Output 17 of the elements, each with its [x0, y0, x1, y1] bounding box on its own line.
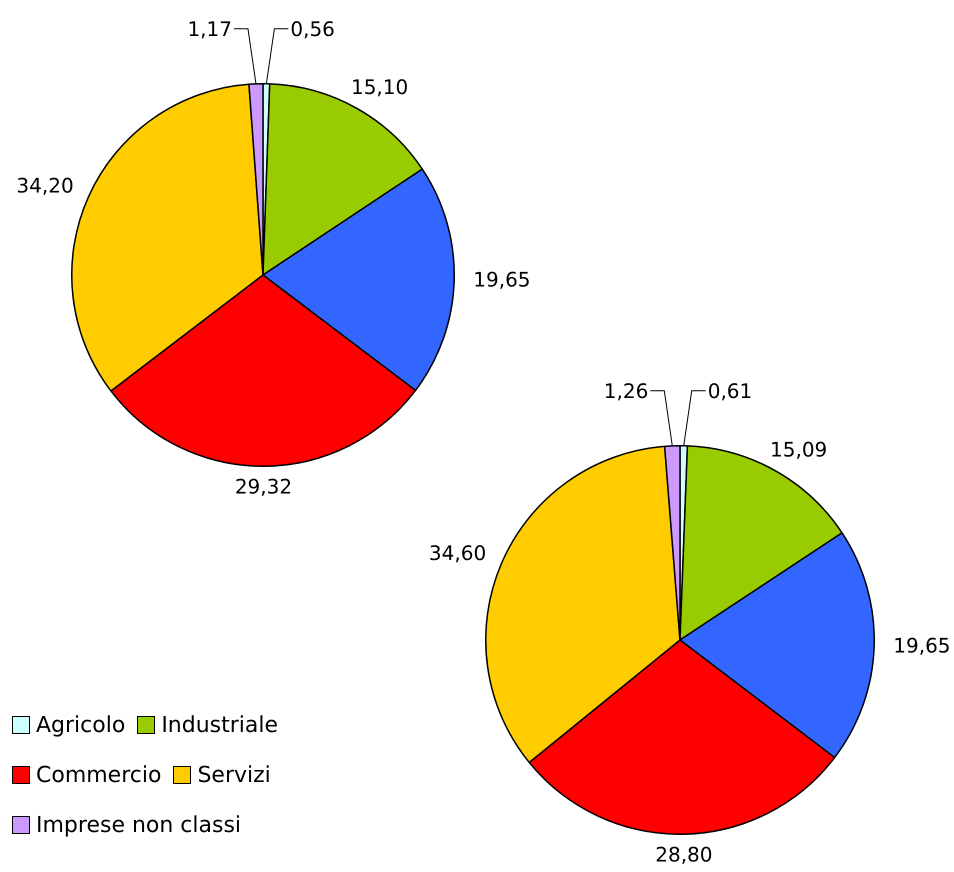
- data-label: 15,09: [770, 438, 828, 462]
- data-label: 19,65: [473, 268, 531, 292]
- data-label: 34,60: [428, 541, 486, 566]
- data-label: 28,80: [655, 842, 713, 866]
- legend-label: Commercio: [36, 762, 162, 788]
- data-label: 34,20: [16, 174, 74, 198]
- data-label: 15,10: [350, 75, 408, 100]
- data-label: 0,56: [290, 16, 335, 41]
- legend-label: Imprese non classi: [36, 812, 242, 838]
- data-label: 29,32: [234, 474, 292, 498]
- data-label: 1,26: [604, 378, 648, 403]
- data-label: 0,61: [708, 378, 752, 403]
- data-label: 19,65: [893, 633, 951, 658]
- legend-label: Agricolo: [36, 712, 126, 738]
- legend-label: Servizi: [197, 762, 271, 788]
- legend-label: Industriale: [161, 712, 278, 738]
- data-label: 1,17: [187, 16, 232, 41]
